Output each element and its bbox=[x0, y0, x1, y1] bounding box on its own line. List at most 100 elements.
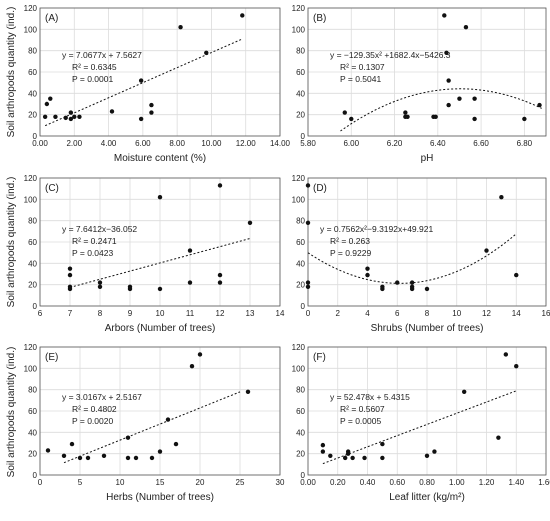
x-tick-label: 0.80 bbox=[419, 478, 435, 487]
y-tick-label: 60 bbox=[296, 407, 305, 416]
y-tick-label: 80 bbox=[296, 386, 305, 395]
data-point bbox=[409, 286, 415, 292]
data-point bbox=[305, 284, 311, 289]
y-tick-label: 120 bbox=[292, 174, 306, 183]
x-tick-label: 10 bbox=[116, 478, 125, 487]
data-point bbox=[149, 455, 155, 461]
data-point bbox=[42, 114, 48, 120]
y-tick-label: 60 bbox=[28, 68, 37, 77]
y-tick-label: 100 bbox=[292, 25, 306, 34]
data-point bbox=[165, 417, 171, 422]
panel-a: 0 20 40 60 80 100 120 0.00 2.00 4.00 6.00 8.00 10.00… bbox=[24, 4, 291, 164]
y-tick-label: 0 bbox=[33, 132, 38, 141]
data-point bbox=[345, 449, 351, 454]
x-tick-label: 1.20 bbox=[479, 478, 495, 487]
panel-e: 0 20 40 60 80 100 120 0 5 10 15 20 25 30 Herbs (Number… bbox=[24, 343, 285, 503]
y-tick-label: 40 bbox=[28, 89, 37, 98]
data-point bbox=[48, 96, 53, 101]
x-tick-label: 2 bbox=[336, 309, 341, 318]
data-point bbox=[342, 110, 347, 115]
x-tick-label: 14 bbox=[276, 309, 285, 318]
x-tick-label: 6.40 bbox=[430, 139, 446, 148]
data-point bbox=[101, 453, 107, 458]
data-point bbox=[125, 455, 131, 461]
data-point bbox=[85, 455, 91, 461]
data-point bbox=[217, 272, 223, 278]
y-tick-label: 60 bbox=[296, 238, 305, 247]
x-tick-label: 12.00 bbox=[236, 139, 257, 148]
y-tick-label: 120 bbox=[292, 343, 306, 352]
x-tick-label: 0.20 bbox=[330, 478, 346, 487]
data-point bbox=[349, 116, 354, 122]
data-point bbox=[433, 114, 438, 120]
x-tick-label: 16 bbox=[542, 309, 550, 318]
data-point bbox=[365, 266, 370, 271]
x-tick-label: 6.00 bbox=[135, 139, 151, 148]
panel-label: (A) bbox=[45, 13, 58, 24]
x-tick-label: 4.00 bbox=[101, 139, 117, 148]
fit-equation-line: R² = 0.2471 bbox=[72, 236, 117, 246]
trend-line bbox=[69, 238, 251, 288]
y-tick-label: 40 bbox=[296, 428, 305, 437]
data-point bbox=[69, 441, 75, 447]
x-axis-label: Herbs (Number of trees) bbox=[106, 492, 214, 503]
x-tick-label: 1.00 bbox=[449, 478, 465, 487]
data-point bbox=[320, 442, 326, 448]
data-point bbox=[68, 110, 74, 115]
data-point bbox=[247, 220, 253, 225]
data-point bbox=[149, 102, 154, 108]
data-point bbox=[409, 280, 415, 285]
data-point bbox=[125, 435, 131, 440]
y-axis-label: Soil arthropods quantity (ind.) bbox=[6, 177, 17, 308]
data-point bbox=[197, 352, 203, 357]
data-point bbox=[187, 280, 193, 285]
y-tick-label: 100 bbox=[24, 195, 38, 204]
y-tick-label: 100 bbox=[292, 195, 306, 204]
y-tick-label: 40 bbox=[28, 428, 37, 437]
x-tick-label: 11 bbox=[186, 309, 195, 318]
data-point bbox=[457, 96, 462, 101]
x-tick-label: 7 bbox=[68, 309, 73, 318]
data-point bbox=[157, 195, 163, 200]
data-point bbox=[187, 248, 193, 253]
data-point bbox=[109, 109, 115, 114]
x-tick-label: 10.00 bbox=[201, 139, 222, 148]
x-tick-label: 4 bbox=[365, 309, 370, 318]
data-point bbox=[138, 116, 144, 122]
x-axis-label: Shrubs (Number of trees) bbox=[371, 323, 484, 334]
plot-frame bbox=[307, 346, 547, 476]
data-point bbox=[405, 114, 410, 120]
data-point bbox=[67, 286, 73, 292]
fit-equation-line: R² = 0.4802 bbox=[72, 404, 117, 414]
data-point bbox=[133, 455, 139, 461]
x-tick-label: 6 bbox=[38, 309, 43, 318]
data-point bbox=[365, 272, 370, 278]
y-tick-label: 20 bbox=[28, 111, 37, 120]
plot-frame bbox=[39, 7, 281, 137]
data-point bbox=[68, 116, 74, 122]
trend-line bbox=[63, 391, 241, 464]
y-tick-label: 0 bbox=[33, 302, 38, 311]
y-tick-label: 100 bbox=[24, 364, 38, 373]
y-tick-label: 20 bbox=[28, 281, 37, 290]
y-tick-label: 20 bbox=[296, 450, 305, 459]
data-point bbox=[362, 455, 367, 461]
data-point bbox=[305, 280, 311, 285]
data-point bbox=[342, 455, 348, 461]
trend-line bbox=[340, 88, 542, 132]
data-point bbox=[53, 114, 58, 120]
data-point bbox=[472, 116, 477, 122]
data-point bbox=[328, 453, 333, 458]
y-tick-label: 60 bbox=[296, 68, 305, 77]
x-axis-label: Leaf litter (kg/m²) bbox=[389, 492, 465, 503]
x-tick-label: 10 bbox=[452, 309, 461, 318]
data-point bbox=[350, 455, 355, 461]
x-tick-label: 14 bbox=[512, 309, 521, 318]
y-tick-label: 80 bbox=[28, 47, 37, 56]
fit-equation-line: R² = 0.1307 bbox=[340, 62, 385, 72]
data-point bbox=[127, 286, 133, 292]
x-tick-label: 30 bbox=[276, 478, 285, 487]
x-tick-label: 6.20 bbox=[387, 139, 403, 148]
data-point bbox=[61, 453, 67, 458]
y-tick-label: 40 bbox=[28, 259, 37, 268]
